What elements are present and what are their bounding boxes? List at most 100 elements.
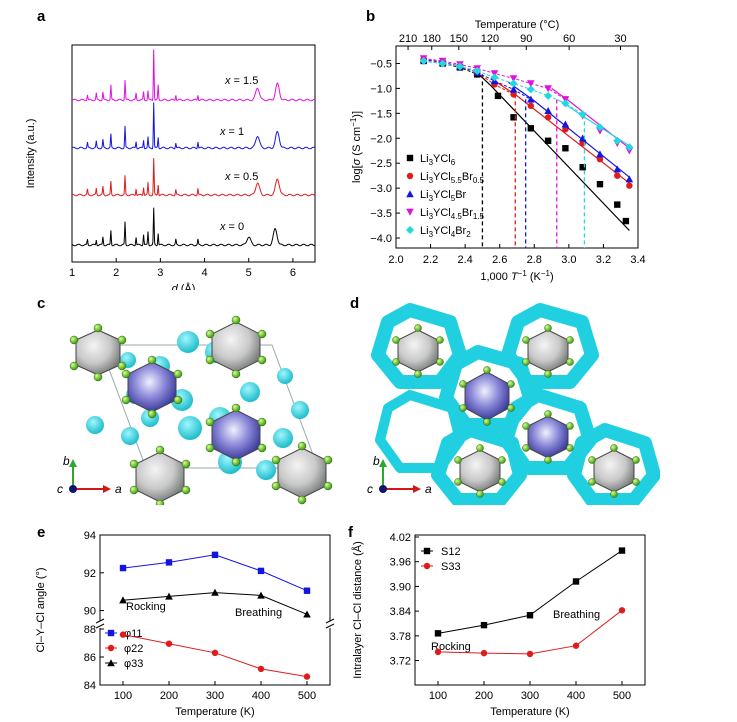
data-point: [211, 551, 219, 559]
angle-chart: 100 200 300 400 500 94 92 90 88 86 84 Temperature (…: [35, 530, 335, 718]
top-tick-label: 210: [399, 33, 417, 45]
y-tick-label: −3.0: [370, 183, 392, 195]
series-group: Li3YCl4Br2: [406, 56, 634, 248]
x-axis-label: d (Å): [172, 282, 196, 290]
y-tick-label: −1.0: [370, 83, 392, 95]
y-tick-label: 3.72: [390, 656, 411, 668]
top-tick-label: 150: [450, 33, 468, 45]
x-tick-label: 2.8: [527, 254, 542, 266]
data-point: [526, 85, 535, 94]
top-tick-label: 90: [520, 33, 532, 45]
y-tick-label: 92: [84, 568, 96, 580]
legend-marker: [406, 226, 414, 234]
data-point: [527, 125, 535, 132]
data-point: [562, 145, 569, 152]
data-point: [165, 559, 173, 566]
x-tick-label: 300: [521, 690, 539, 702]
chlorine-atoms: [69, 315, 333, 505]
data-point: [544, 107, 552, 115]
axis-break-mark: [325, 618, 335, 624]
legend-marker: [406, 172, 414, 180]
x-tick-label: 300: [206, 690, 224, 702]
data-point: [165, 592, 173, 600]
x-axis-label: Temperature (K): [175, 706, 254, 718]
legend-marker: [107, 629, 115, 637]
y-tick-label: −2.5: [370, 158, 392, 170]
data-point: [618, 547, 626, 554]
data-point: [561, 120, 570, 128]
data-point: [303, 587, 311, 594]
x-tick-label: 100: [429, 690, 447, 702]
data-point: [455, 62, 464, 71]
data-point: [561, 99, 570, 108]
data-point: [625, 143, 634, 152]
panel-label-a: a: [37, 8, 46, 25]
x-axis-label: 1,000 T−1 (K−1): [480, 269, 553, 283]
legend-marker: [423, 547, 431, 555]
data-point: [544, 85, 552, 93]
legend-entry: Li3YCl5.5Br0.5: [420, 171, 485, 185]
y-tick-label: 90: [84, 606, 96, 618]
series-group: S12: [421, 546, 626, 637]
cyan-isosurface-network: [371, 303, 660, 505]
data-point: [211, 588, 219, 596]
data-point: [596, 150, 604, 158]
series-dashed-trend: [423, 60, 583, 115]
data-point: [626, 182, 633, 189]
x-tick-label: 500: [613, 690, 631, 702]
annotation-breathing: Breathing: [553, 609, 600, 621]
y-tick-label: 94: [84, 530, 96, 542]
xrd-pattern-line: [72, 158, 316, 197]
axis-label-b-d: b: [373, 455, 380, 468]
data-point: [578, 134, 587, 142]
panel-label-c: c: [37, 295, 46, 312]
legend-entry: Li3YCl4Br2: [420, 225, 471, 239]
y-tick-label: 3.78: [390, 631, 411, 643]
legend-marker: [107, 644, 115, 652]
x-axis-label: Temperature (K): [490, 706, 569, 718]
axes-indicator-d: b c a: [367, 455, 432, 496]
legend-entry: S33: [441, 561, 461, 573]
x-tick-label: 400: [252, 690, 270, 702]
panel-label-f: f: [348, 524, 353, 541]
data-point: [480, 621, 488, 629]
series-fit-line: [490, 77, 630, 184]
data-point: [494, 92, 502, 100]
legend-marker: [107, 659, 115, 667]
series-fit-line: [559, 100, 630, 147]
legend-marker: [406, 208, 414, 216]
y-tick-label: −0.5: [370, 58, 392, 70]
axis-label-c-d: c: [367, 482, 373, 496]
data-point: [527, 80, 535, 88]
y-axis-label: Intralayer Cl–Cl distance (Å): [351, 541, 364, 679]
data-point: [596, 156, 604, 163]
x-tick-label: 3.4: [630, 254, 645, 266]
data-point: [119, 631, 127, 638]
plot-frame: [395, 45, 639, 249]
y-axis-label: log[σ (S cm−1)]: [349, 111, 363, 183]
data-point: [625, 175, 634, 183]
data-point: [257, 665, 265, 673]
x-tick-label: 1: [69, 267, 75, 279]
data-point: [614, 172, 621, 179]
x-tick-label: 400: [567, 690, 585, 702]
data-point: [595, 123, 604, 132]
data-point: [614, 201, 621, 208]
distance-chart: 100 200 300 400 500 4.02 3.96 3.90 3.84 3.78 3.72 T…: [351, 532, 646, 718]
y-tick-label: −2.0: [370, 133, 392, 145]
axes-indicator-c: b c a: [57, 455, 122, 496]
series-group: Li3YCl4.5Br1.5: [406, 55, 634, 248]
x-tick-label: 5: [246, 267, 252, 279]
data-point: [434, 648, 442, 656]
data-point: [509, 75, 518, 83]
series-dashed-trend: [423, 60, 478, 75]
data-point: [480, 649, 488, 657]
data-point: [613, 136, 622, 145]
series-label: x = 0: [219, 221, 244, 233]
data-point: [510, 114, 517, 121]
legend-entry: Li3YCl6: [420, 153, 456, 167]
x-tick-label: 2: [113, 267, 119, 279]
data-point: [303, 673, 311, 680]
y-axis-label: Intensity (a.u.): [25, 119, 37, 189]
data-point: [613, 165, 622, 173]
